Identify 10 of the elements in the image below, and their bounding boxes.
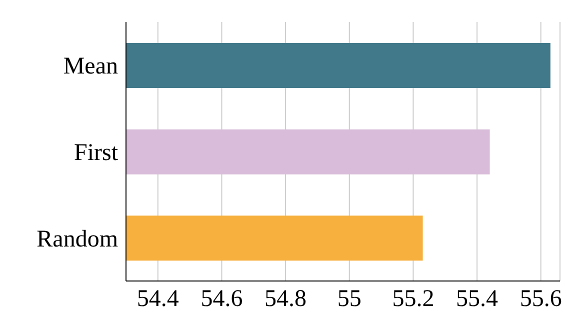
y-tick-label: Mean [63, 54, 118, 80]
x-tick-label: 55.6 [520, 286, 562, 312]
x-tick-label: 55.2 [392, 286, 434, 312]
x-tick-label: 54.8 [264, 286, 307, 312]
x-tick-label: 54.6 [200, 286, 243, 312]
x-tick-label: 54.4 [136, 286, 179, 312]
x-tick-label: 55.4 [456, 286, 498, 312]
y-tick-label: Random [36, 226, 118, 252]
y-tick-label: First [74, 140, 118, 166]
x-tick-label: 55 [337, 286, 362, 312]
